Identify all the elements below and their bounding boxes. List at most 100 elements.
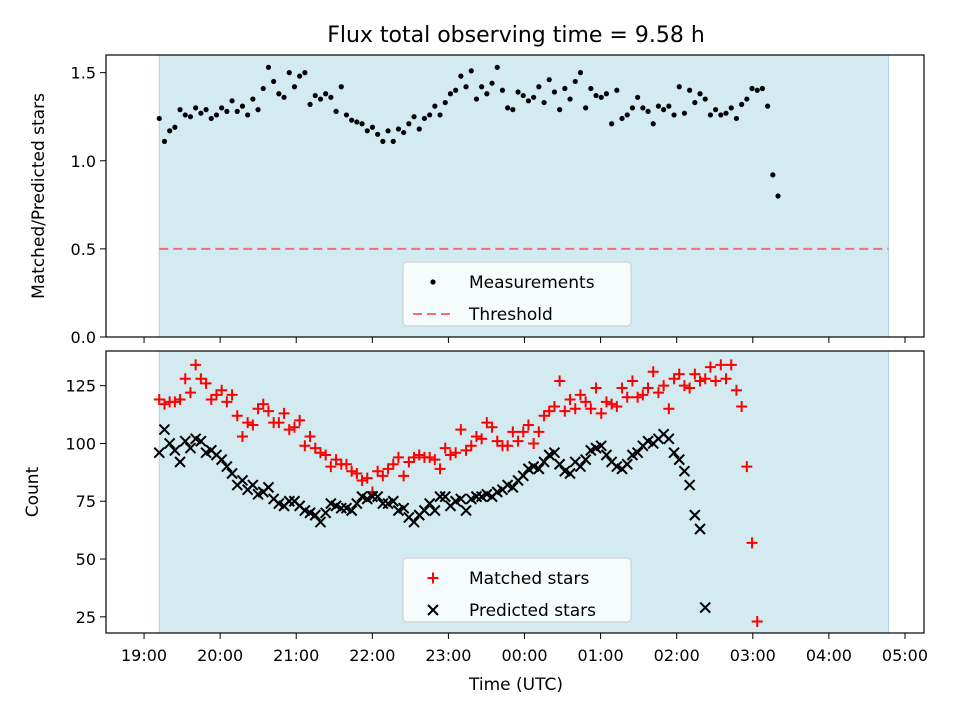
data-point [631, 446, 644, 459]
data-point [432, 103, 438, 109]
data-point [765, 103, 771, 109]
legend-label: Matched stars [469, 569, 589, 589]
data-point [169, 444, 181, 457]
data-point [730, 384, 742, 396]
data-point [390, 138, 396, 144]
data-point [283, 495, 295, 507]
data-point [418, 504, 431, 517]
legend-label: Threshold [468, 305, 553, 325]
data-point [606, 398, 618, 410]
data-point [369, 124, 376, 130]
data-point [392, 451, 404, 463]
data-point [255, 107, 261, 113]
data-point [528, 437, 540, 449]
data-point [676, 84, 682, 90]
data-point [281, 94, 287, 100]
data-point [177, 107, 183, 113]
data-point [531, 94, 537, 100]
x-tick-label: 20:00 [197, 646, 243, 665]
data-point [564, 467, 576, 480]
data-point [406, 121, 412, 127]
data-point [533, 426, 545, 438]
data-point [262, 405, 274, 417]
data-point [239, 103, 246, 109]
data-point [351, 497, 363, 510]
data-point [733, 115, 740, 122]
data-point [476, 433, 488, 445]
data-point [520, 92, 526, 99]
data-point [600, 449, 613, 461]
data-point [297, 73, 303, 79]
data-point [522, 419, 534, 431]
data-point [713, 107, 719, 113]
data-point [158, 398, 170, 410]
data-point [635, 94, 641, 100]
data-point [429, 454, 441, 466]
x-tick-label: 23:00 [425, 646, 471, 665]
data-point [629, 105, 636, 111]
data-point [458, 73, 464, 79]
data-point [219, 105, 225, 111]
data-point [421, 115, 428, 122]
data-point [744, 96, 750, 102]
data-point [692, 99, 698, 106]
data-point [179, 373, 191, 385]
data-point [213, 112, 220, 118]
data-point [167, 128, 173, 134]
data-point [203, 107, 209, 113]
data-point [455, 424, 467, 436]
data-point [439, 442, 451, 454]
data-point [687, 87, 693, 93]
data-point [655, 103, 662, 109]
data-point [195, 435, 207, 447]
legend-swatch [427, 572, 439, 584]
data-point [328, 94, 334, 100]
data-point [236, 431, 248, 443]
data-point [453, 87, 459, 93]
data-point [463, 84, 469, 90]
x-tick-label: 04:00 [806, 646, 852, 665]
legend-label: Predicted stars [469, 601, 596, 621]
data-point [294, 414, 306, 426]
data-point [174, 456, 186, 468]
data-point [260, 85, 266, 92]
data-point [512, 435, 524, 447]
data-point [489, 80, 495, 86]
data-point [585, 403, 597, 415]
data-point [533, 463, 545, 475]
data-point [224, 108, 230, 114]
data-point [699, 601, 711, 614]
data-point [736, 400, 748, 412]
data-point [574, 389, 586, 401]
data-point [546, 77, 552, 83]
axes-frame [105, 350, 925, 634]
data-point [245, 112, 251, 118]
data-point [273, 417, 285, 429]
x-tick-label: 00:00 [501, 646, 547, 665]
data-point [548, 400, 560, 412]
data-point [231, 410, 243, 422]
data-point [320, 449, 332, 461]
data-point [262, 481, 275, 494]
data-point [156, 115, 162, 122]
data-point [553, 458, 566, 470]
data-point [450, 447, 462, 459]
data-point [434, 490, 446, 503]
data-point [562, 85, 568, 92]
top-y-axis-label: Matched/Predicted stars [29, 93, 49, 299]
data-point [375, 131, 381, 137]
data-point [333, 108, 339, 114]
data-point [559, 405, 571, 417]
data-point [642, 382, 654, 394]
data-point [387, 458, 399, 470]
data-point [291, 84, 298, 90]
data-point [541, 99, 547, 106]
data-point [411, 114, 417, 120]
data-point [751, 615, 763, 627]
data-point [759, 85, 766, 92]
data-point [600, 396, 612, 408]
data-point [728, 105, 734, 111]
data-point [307, 101, 313, 107]
data-point [678, 380, 690, 392]
